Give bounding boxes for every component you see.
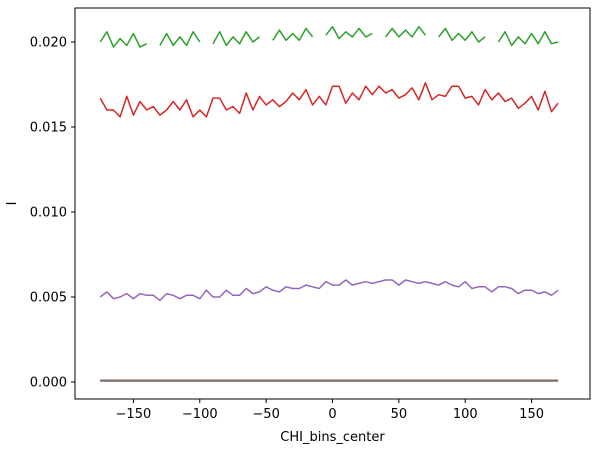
x-tick-label: −150 [116, 407, 152, 422]
y-tick-label: 0.010 [30, 206, 67, 221]
series-layer [99, 25, 559, 382]
x-axis-ticks: −150 −100 −50 0 50 100 150 [116, 399, 544, 422]
y-axis-ticks: 0.000 0.005 0.010 0.015 0.020 [30, 36, 75, 391]
y-axis-label: I [5, 202, 20, 206]
y-tick-label: 0.005 [30, 291, 67, 306]
x-tick-label: −50 [252, 407, 279, 422]
x-axis-label: CHI_bins_center [280, 430, 385, 445]
x-tick-label: 0 [328, 407, 336, 422]
series-line-1 [99, 25, 559, 48]
x-tick-label: 150 [519, 407, 544, 422]
x-tick-label: 50 [391, 407, 408, 422]
series-line-2 [99, 82, 559, 118]
series-line-3 [99, 279, 559, 302]
x-tick-label: 100 [453, 407, 478, 422]
y-tick-label: 0.020 [30, 36, 67, 51]
y-tick-label: 0.000 [30, 376, 67, 391]
y-tick-label: 0.015 [30, 121, 67, 136]
x-tick-label: −100 [182, 407, 218, 422]
